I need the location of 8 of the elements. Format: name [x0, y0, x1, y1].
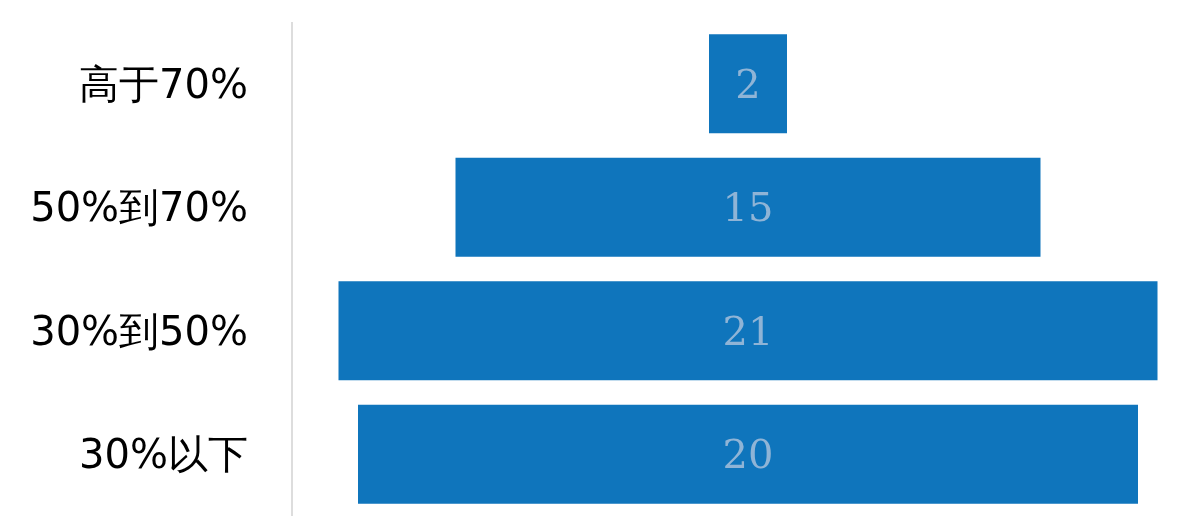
data-label: 20 — [722, 431, 774, 478]
data-label: 2 — [735, 60, 761, 107]
category-label: 30%以下 — [79, 431, 248, 478]
data-label: 21 — [722, 307, 774, 354]
category-label: 30%到50% — [30, 307, 248, 354]
data-label: 15 — [722, 184, 774, 231]
category-label: 50%到70% — [30, 184, 248, 231]
category-label: 高于70% — [79, 60, 248, 107]
